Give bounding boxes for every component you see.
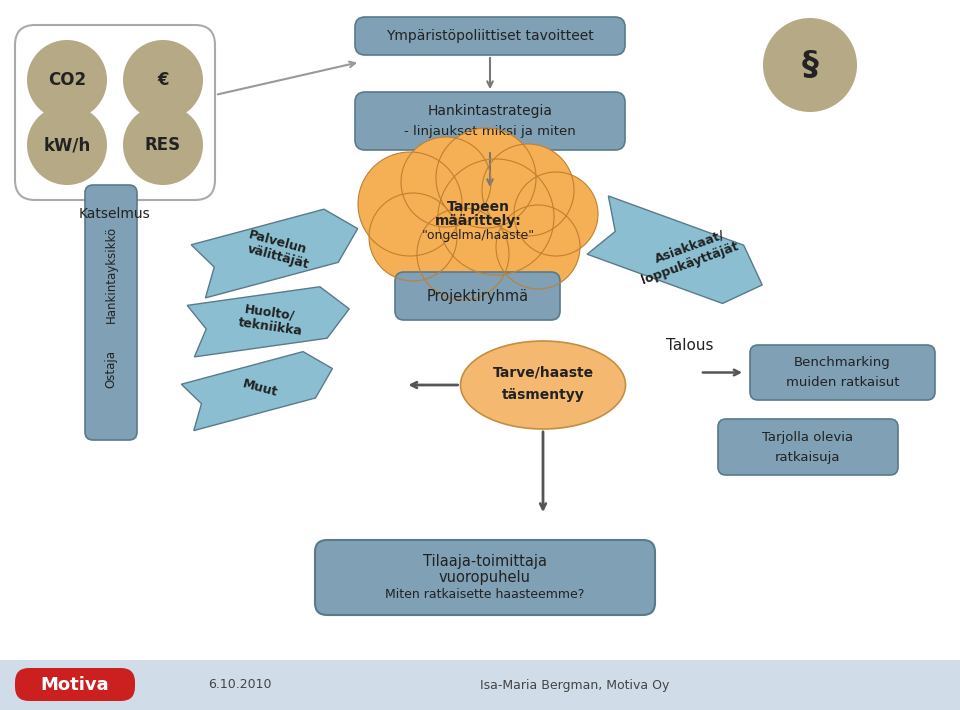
- Text: Talous: Talous: [666, 337, 713, 352]
- Text: Palvelun: Palvelun: [248, 228, 308, 256]
- Text: RES: RES: [145, 136, 181, 154]
- Text: €: €: [157, 71, 169, 89]
- Ellipse shape: [461, 341, 626, 429]
- Circle shape: [27, 105, 107, 185]
- Circle shape: [27, 40, 107, 120]
- FancyBboxPatch shape: [15, 668, 135, 701]
- Text: loppukäyttäjät: loppukäyttäjät: [639, 239, 740, 287]
- Text: Ostaja: Ostaja: [105, 349, 117, 388]
- Text: Miten ratkaisette haasteemme?: Miten ratkaisette haasteemme?: [385, 588, 585, 601]
- Text: §: §: [802, 48, 818, 82]
- Text: kW/h: kW/h: [43, 136, 90, 154]
- Circle shape: [436, 128, 536, 228]
- Text: Tilaaja-toimittaja: Tilaaja-toimittaja: [423, 554, 547, 569]
- Text: ratkaisuja: ratkaisuja: [776, 451, 841, 464]
- Text: Ympäristöpoliittiset tavoitteet: Ympäristöpoliittiset tavoitteet: [386, 29, 594, 43]
- FancyBboxPatch shape: [718, 419, 898, 475]
- Text: Tarve/haaste: Tarve/haaste: [492, 366, 593, 380]
- Text: välittäjät: välittäjät: [246, 243, 310, 271]
- Circle shape: [123, 40, 203, 120]
- Text: CO2: CO2: [48, 71, 86, 89]
- Text: Isa-Maria Bergman, Motiva Oy: Isa-Maria Bergman, Motiva Oy: [480, 679, 670, 692]
- FancyBboxPatch shape: [15, 25, 215, 200]
- Text: Tarpeen: Tarpeen: [446, 200, 510, 214]
- Text: vuoropuhelu: vuoropuhelu: [439, 570, 531, 585]
- Text: Asiakkaat/: Asiakkaat/: [653, 229, 727, 266]
- FancyBboxPatch shape: [85, 185, 137, 440]
- Circle shape: [123, 105, 203, 185]
- Polygon shape: [181, 351, 332, 430]
- Text: määrittely:: määrittely:: [435, 214, 521, 228]
- Circle shape: [358, 152, 462, 256]
- Text: Katselmus: Katselmus: [79, 207, 151, 221]
- Circle shape: [417, 208, 509, 300]
- Text: Tarjolla olevia: Tarjolla olevia: [762, 430, 853, 444]
- Circle shape: [496, 205, 580, 289]
- Text: 6.10.2010: 6.10.2010: [208, 679, 272, 692]
- Polygon shape: [588, 196, 762, 303]
- FancyBboxPatch shape: [750, 345, 935, 400]
- FancyBboxPatch shape: [355, 92, 625, 150]
- Text: Hankintastrategia: Hankintastrategia: [427, 104, 553, 118]
- Circle shape: [514, 172, 598, 256]
- Text: Muut: Muut: [241, 377, 279, 399]
- Circle shape: [482, 144, 574, 236]
- Text: Huolto/: Huolto/: [244, 303, 296, 323]
- Polygon shape: [191, 209, 358, 298]
- Text: muiden ratkaisut: muiden ratkaisut: [785, 376, 900, 389]
- Text: Hankintayksikkö: Hankintayksikkö: [105, 226, 117, 323]
- FancyBboxPatch shape: [315, 540, 655, 615]
- Circle shape: [438, 159, 554, 275]
- Text: Projektiryhmä: Projektiryhmä: [426, 288, 529, 303]
- Text: täsmentyy: täsmentyy: [502, 388, 585, 402]
- Circle shape: [401, 137, 491, 227]
- Circle shape: [763, 18, 857, 112]
- Text: Benchmarking: Benchmarking: [794, 356, 891, 369]
- Text: tekniikka: tekniikka: [237, 316, 303, 338]
- FancyBboxPatch shape: [395, 272, 560, 320]
- FancyBboxPatch shape: [355, 17, 625, 55]
- Circle shape: [369, 193, 457, 281]
- Polygon shape: [187, 287, 349, 357]
- Text: "ongelma/haaste": "ongelma/haaste": [421, 229, 535, 243]
- Text: - linjaukset miksi ja miten: - linjaukset miksi ja miten: [404, 124, 576, 138]
- FancyBboxPatch shape: [0, 660, 960, 710]
- Text: Motiva: Motiva: [40, 676, 109, 694]
